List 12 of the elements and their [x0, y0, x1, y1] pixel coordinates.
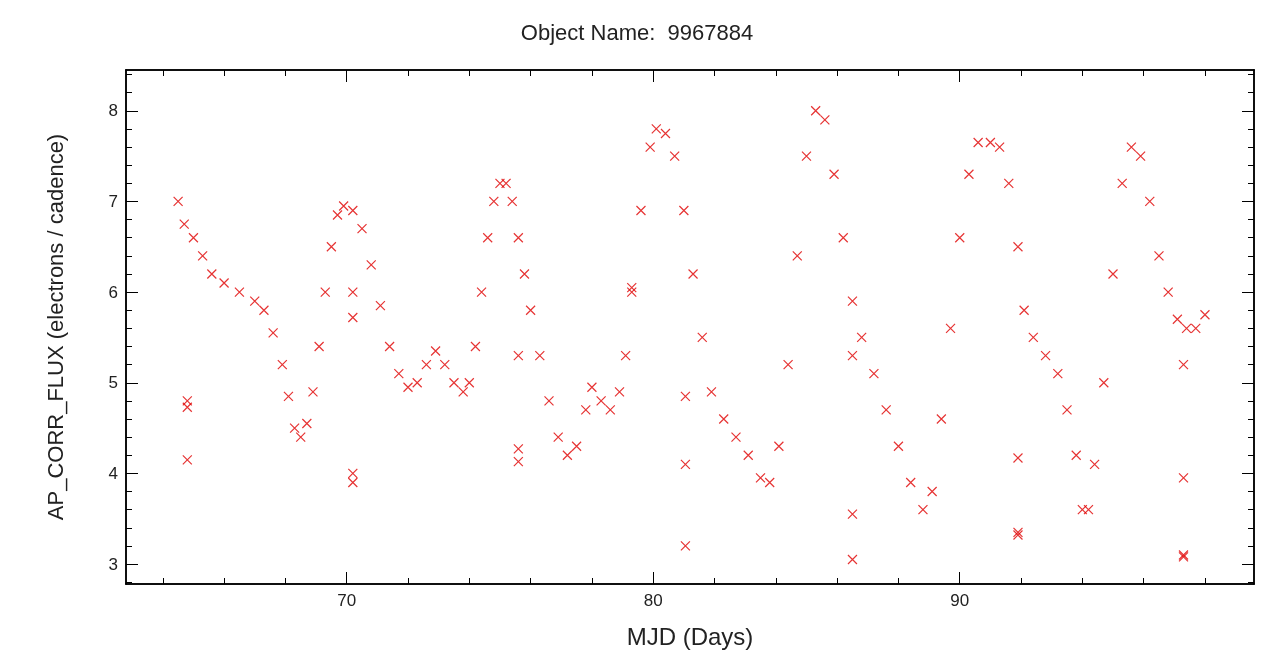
- x-tick-label: 70: [337, 591, 357, 610]
- y-tick-label: 8: [108, 101, 118, 121]
- x-tick-label: 80: [643, 591, 663, 610]
- y-tick-label: 3: [108, 554, 118, 574]
- x-tick-label: 90: [950, 591, 970, 610]
- chart-title: Object Name: 9967884: [520, 19, 754, 45]
- y-axis-title: AP_CORR_FLUX (electrons / cadence): [42, 133, 68, 521]
- y-tick-label: 5: [108, 373, 118, 393]
- y-tick-label: 7: [108, 191, 118, 211]
- y-tick-label: 4: [108, 463, 118, 483]
- y-tick-label: 6: [108, 282, 118, 302]
- x-axis-title: MJD (Days): [626, 622, 754, 650]
